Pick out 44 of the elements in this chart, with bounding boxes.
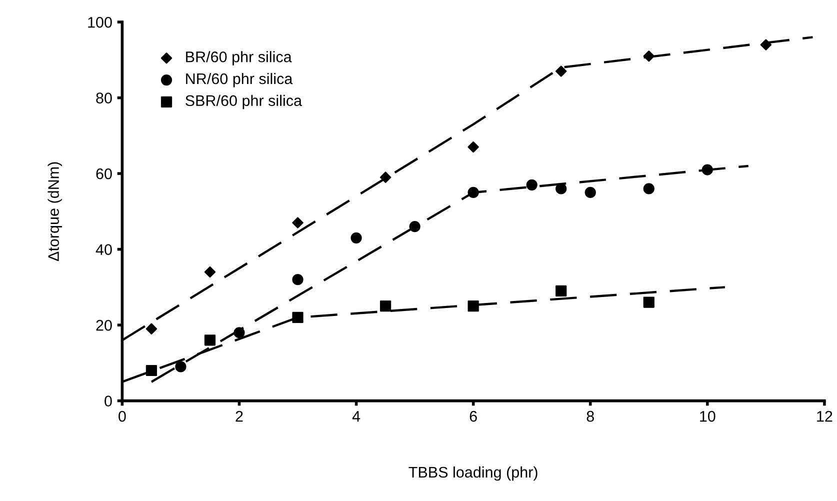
point bbox=[292, 217, 304, 228]
point bbox=[292, 274, 304, 286]
x-tick-label: 2 bbox=[236, 410, 243, 422]
y-tick-label: 0 bbox=[104, 396, 112, 406]
point bbox=[760, 39, 772, 50]
x-tick-label: 6 bbox=[470, 410, 477, 422]
point bbox=[556, 183, 567, 194]
point bbox=[146, 323, 158, 334]
point bbox=[292, 312, 304, 324]
x-tick-label: 4 bbox=[352, 411, 360, 422]
point bbox=[175, 361, 186, 372]
point bbox=[468, 186, 479, 198]
y-tick-label: 40 bbox=[96, 244, 112, 255]
legend-label: BR/60 phr silica bbox=[186, 51, 292, 66]
point bbox=[584, 186, 596, 198]
point bbox=[350, 232, 362, 244]
point bbox=[643, 183, 654, 194]
point bbox=[643, 296, 654, 308]
y-tick-label: 100 bbox=[88, 16, 112, 28]
y-axis-title: Δtorque (dNm) bbox=[48, 162, 62, 262]
x-axis-title: TBBS loading (phr) bbox=[408, 466, 538, 481]
point bbox=[380, 172, 392, 183]
point bbox=[556, 285, 567, 297]
legend-label: NR/60 phr silica bbox=[186, 72, 293, 88]
x-tick-label: 8 bbox=[586, 410, 594, 422]
point bbox=[643, 50, 654, 62]
point bbox=[204, 266, 216, 278]
y-tick-label: 60 bbox=[96, 168, 112, 180]
legend-label: SBR/60 phr silica bbox=[186, 94, 302, 110]
x-tick-label: 0 bbox=[118, 410, 126, 422]
point bbox=[468, 141, 479, 153]
point bbox=[468, 300, 479, 312]
point bbox=[702, 164, 713, 176]
point bbox=[146, 364, 158, 376]
x-tick-label: 12 bbox=[817, 410, 832, 422]
point bbox=[526, 179, 538, 190]
x-tick-label: 10 bbox=[700, 410, 716, 422]
point bbox=[380, 300, 392, 312]
y-tick-label: 20 bbox=[96, 320, 112, 331]
point bbox=[556, 66, 567, 77]
y-tick-label: 80 bbox=[96, 92, 112, 104]
point bbox=[409, 221, 420, 232]
point bbox=[234, 327, 245, 338]
point bbox=[204, 334, 216, 346]
